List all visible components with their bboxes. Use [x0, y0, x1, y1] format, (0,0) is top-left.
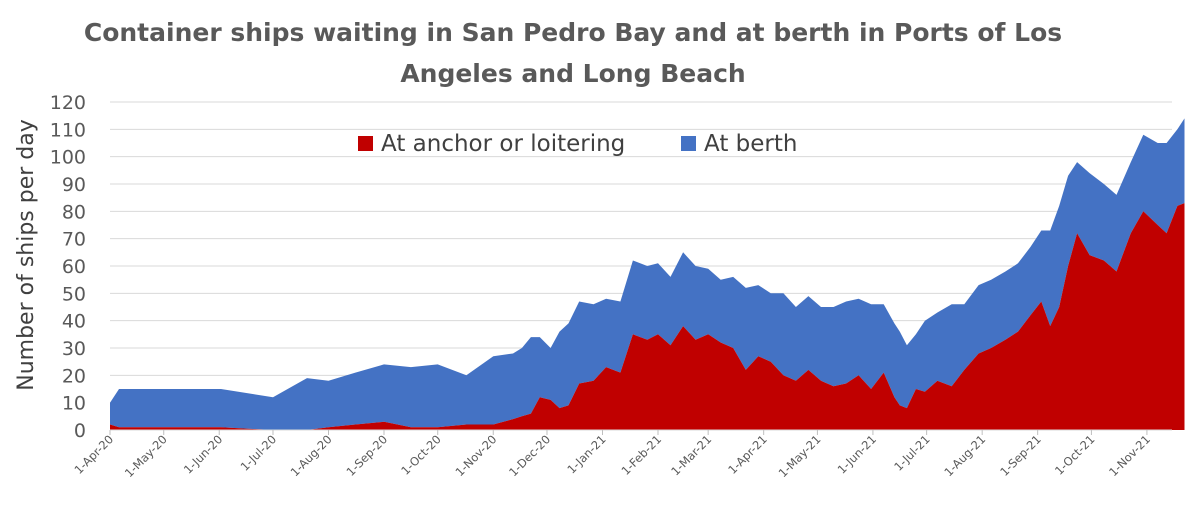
legend-label: At anchor or loitering: [381, 131, 625, 157]
y-tick-label: 40: [62, 311, 86, 333]
y-tick-label: 50: [62, 283, 86, 305]
y-tick-label: 110: [50, 119, 86, 141]
series-area-at-anchor-or-loitering: [110, 203, 1185, 430]
y-tick-label: 120: [50, 92, 86, 114]
series-area-at-berth: [110, 118, 1185, 431]
y-tick-label: 90: [62, 174, 86, 196]
legend-swatch: [681, 136, 696, 151]
y-tick-label: 100: [50, 147, 86, 169]
y-tick-label: 30: [62, 338, 86, 360]
y-tick-label: 20: [62, 365, 86, 387]
chart-title-line-1: Container ships waiting in San Pedro Bay…: [84, 18, 1062, 47]
y-tick-label: 0: [74, 420, 86, 442]
y-axis-ticks: 0 10 20 30 40 50 60 70 80 90 100 110 120: [50, 92, 86, 442]
y-axis-label: Number of ships per day: [14, 119, 39, 391]
y-tick-label: 70: [62, 229, 86, 251]
series-areas: [110, 118, 1185, 431]
y-tick-label: 60: [62, 256, 86, 278]
legend-swatch: [358, 136, 373, 151]
y-tick-label: 10: [62, 393, 86, 415]
legend: At anchor or loitering At berth: [358, 131, 797, 157]
y-tick-label: 80: [62, 201, 86, 223]
chart-title-line-2: Angeles and Long Beach: [400, 59, 745, 88]
legend-label: At berth: [704, 131, 797, 157]
